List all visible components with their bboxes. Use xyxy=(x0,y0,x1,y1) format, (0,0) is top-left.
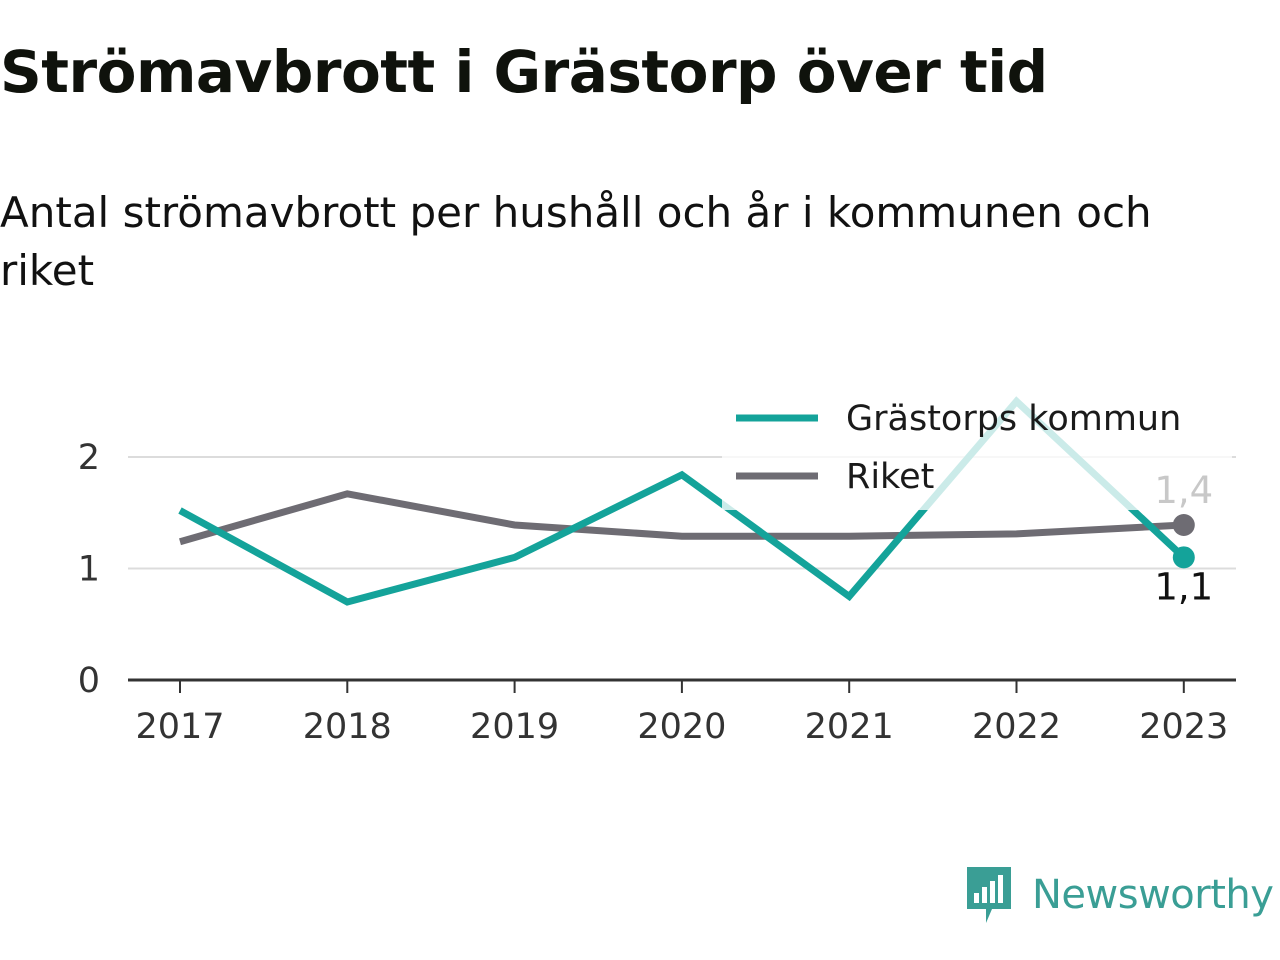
x-tick-label: 2020 xyxy=(637,707,726,747)
x-tick-label: 2021 xyxy=(805,707,894,747)
x-tick-label: 2018 xyxy=(303,707,392,747)
legend: Grästorps kommun Riket xyxy=(722,392,1232,510)
x-tick-label: 2023 xyxy=(1139,707,1228,747)
legend-label: Grästorps kommun xyxy=(846,399,1181,439)
brand-name: Newsworthy xyxy=(1032,872,1274,918)
end-marker xyxy=(1172,514,1195,537)
x-axis: 2017 2018 2019 2020 2021 2022 2023 xyxy=(128,678,1236,747)
end-value-label: 1,4 xyxy=(1154,469,1213,512)
gridlines: 0 1 2 xyxy=(78,438,1236,701)
y-tick-label: 2 xyxy=(78,438,100,478)
end-labels: 1,1 1,4 xyxy=(1154,469,1213,608)
end-value-label: 1,1 xyxy=(1154,565,1213,608)
end-marker xyxy=(1172,546,1195,569)
series-line-riket xyxy=(179,490,1184,546)
y-tick-label: 1 xyxy=(78,550,100,590)
legend-label: Riket xyxy=(846,457,934,497)
x-tick-label: 2017 xyxy=(135,707,224,747)
brand-logo: Newsworthy xyxy=(964,864,1274,926)
y-tick-label: 0 xyxy=(78,661,100,701)
x-tick-label: 2019 xyxy=(470,707,559,747)
x-tick-label: 2022 xyxy=(972,707,1061,747)
chart-title: Strömavbrott i Grästorp över tid xyxy=(0,38,1048,106)
newsworthy-logo-icon xyxy=(967,867,1011,923)
legend-background xyxy=(722,392,1232,510)
chart-subtitle: Antal strömavbrott per hushåll och år i … xyxy=(0,188,1152,295)
